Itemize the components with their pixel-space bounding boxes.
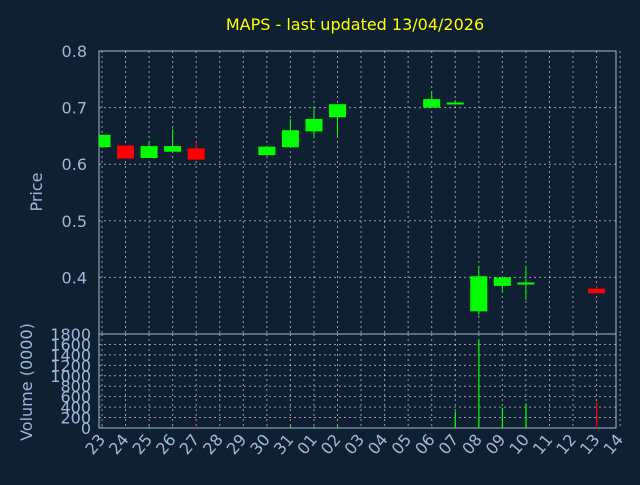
price-plot-frame [98, 50, 617, 335]
candle-body [446, 102, 464, 105]
volume-bar [431, 426, 433, 428]
x-axis-label: Day [333, 458, 363, 476]
volume-tick-label: 200 [60, 409, 91, 428]
price-tick-label: 0.8 [62, 42, 87, 61]
volume-axis-label: Volume (0000) [17, 323, 36, 441]
x-tick-label: 31 [270, 430, 298, 458]
x-tick-label: 03 [340, 430, 368, 458]
volume-tick-label: 1000 [50, 367, 91, 386]
candle-body [99, 134, 111, 148]
volume-plot-frame [98, 333, 617, 429]
candle-body [305, 118, 323, 132]
x-tick-label: 25 [129, 430, 157, 458]
volume-tick-label: 0 [81, 419, 91, 438]
candle-body [187, 148, 205, 160]
candle-body [281, 130, 299, 148]
x-tick-label: 26 [152, 430, 180, 458]
x-tick-label: 02 [317, 430, 345, 458]
volume-tick-label: 800 [60, 377, 91, 396]
price-panel: 0.8 0.7 0.6 0.5 0.4 [62, 42, 621, 335]
volume-bar [289, 425, 292, 428]
candle-body [470, 276, 488, 312]
x-tick-label: 27 [176, 430, 204, 458]
chart-title: MAPS - last updated 13/04/2026 [226, 15, 484, 34]
volume-bar [337, 425, 339, 428]
x-tick-label: 01 [293, 430, 321, 458]
candle-body [329, 104, 346, 118]
x-tick-label: 14 [600, 430, 628, 458]
volume-tick-label: 400 [60, 398, 91, 417]
price-tick-label: 0.5 [62, 212, 87, 231]
x-tick-label: 24 [105, 430, 133, 458]
volume-tick-label: 1400 [50, 346, 91, 365]
x-tick-label: 11 [529, 430, 557, 458]
volume-bar [525, 403, 527, 428]
price-tick-label: 0.7 [62, 99, 87, 118]
x-tick-label: 29 [223, 430, 251, 458]
candle-body [140, 146, 158, 158]
price-tick-label: 0.4 [62, 268, 87, 287]
candle-body [423, 99, 441, 108]
volume-bar [172, 426, 174, 428]
x-tick-label: 13 [576, 430, 604, 458]
x-tick-label: 07 [435, 430, 463, 458]
volume-bar [596, 401, 598, 428]
x-tick-label: 30 [246, 430, 274, 458]
volume-bar [478, 339, 480, 428]
volume-bar [101, 426, 103, 428]
price-axis-label: Price [27, 172, 46, 211]
volume-tick-label: 1800 [50, 325, 91, 344]
x-tick-label: 06 [411, 430, 439, 458]
candle-body [258, 146, 276, 156]
candle-body [517, 282, 535, 285]
volume-bar [501, 407, 504, 428]
volume-bar [125, 426, 127, 428]
volume-tick-label: 1200 [50, 356, 91, 375]
x-tick-label: 09 [482, 430, 510, 458]
x-tick-label: 05 [388, 430, 416, 458]
volume-bar [454, 411, 456, 428]
x-tick-labels: 2324252627282930310102030405060708091011… [81, 430, 627, 458]
x-tick-label: 28 [199, 430, 227, 458]
candle-body [117, 145, 135, 159]
volume-bar [313, 426, 315, 428]
candle-body [493, 277, 511, 286]
candle-body [164, 146, 182, 152]
x-tick-label: 12 [552, 430, 580, 458]
x-tick-label: 04 [364, 430, 392, 458]
candle-body [588, 288, 606, 294]
volume-tick-label: 1600 [50, 335, 91, 354]
volume-bar [148, 426, 150, 428]
volume-tick-label: 600 [60, 388, 91, 407]
x-tick-label: 08 [458, 430, 486, 458]
volume-bar [266, 426, 268, 428]
volume-bar [195, 425, 197, 428]
price-tick-label: 0.6 [62, 155, 87, 174]
x-tick-label: 10 [505, 430, 533, 458]
